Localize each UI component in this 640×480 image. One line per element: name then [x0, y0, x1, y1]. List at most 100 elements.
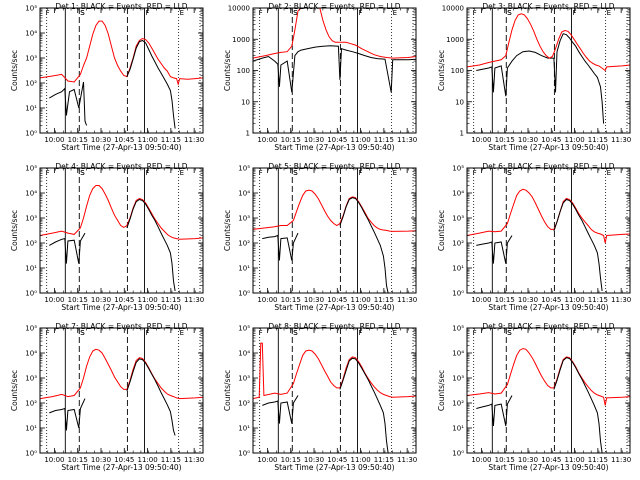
marker-letter: E — [393, 329, 397, 337]
x-tick-label: 10:15 — [495, 456, 515, 464]
x-tick-label: 10:15 — [281, 136, 301, 144]
x-tick-label: 11:00 — [564, 456, 584, 464]
x-tick-label: 11:15 — [374, 296, 394, 304]
plot-frame — [252, 327, 417, 454]
panel-det-5: FSSFE10⁰10¹10²10³10⁴10⁵10:0010:1510:3010… — [223, 162, 417, 312]
y-tick-label: 10⁴ — [25, 350, 37, 358]
y-tick-label: 10³ — [25, 215, 37, 223]
marker-letter: S — [507, 169, 512, 177]
plot-frame — [39, 167, 204, 294]
y-axis-label: Counts/sec — [437, 210, 446, 251]
marker-letter: E — [607, 329, 611, 337]
x-axis-label: Start Time (27-Apr-13 09:50:40) — [274, 143, 394, 152]
x-axis-label: Start Time (27-Apr-13 09:50:40) — [61, 143, 181, 152]
marker-letter: F — [473, 169, 477, 177]
marker-letter: S — [80, 329, 85, 337]
series-events-line — [262, 232, 299, 261]
y-tick-label: 10³ — [25, 375, 37, 383]
x-tick-label: 10:00 — [257, 136, 277, 144]
x-axis-label: Start Time (27-Apr-13 09:50:40) — [61, 303, 181, 312]
plot-frame — [252, 167, 417, 294]
plot-frame — [466, 327, 631, 454]
x-tick-label: 11:30 — [397, 296, 417, 304]
y-axis-label: Counts/sec — [10, 210, 19, 251]
series-events-line — [476, 395, 513, 427]
y-axis-label: Counts/sec — [10, 370, 19, 411]
x-tick-label: 11:30 — [611, 456, 631, 464]
panel-title: Det 4: BLACK = Events, RED = LLD — [55, 162, 187, 171]
marker-letter: F — [46, 329, 50, 337]
y-tick-label: 10³ — [238, 215, 250, 223]
y-tick-label: 10¹ — [452, 425, 464, 433]
y-tick-label: 10² — [25, 400, 37, 408]
panel-title: Det 3: BLACK = Events, RED = LLD — [482, 2, 614, 11]
panel-det-3: FSSFE11010010001000010:0010:1510:3010:45… — [437, 2, 631, 152]
y-tick-label: 10 — [455, 98, 464, 106]
series-events-line — [553, 357, 603, 453]
series-events-line — [476, 33, 605, 124]
series-events-line — [49, 232, 86, 264]
x-tick-label: 11:15 — [374, 136, 394, 144]
series-events-line — [339, 197, 389, 293]
panel-title: Det 1: BLACK = Events, RED = LLD — [55, 2, 187, 11]
y-tick-label: 10¹ — [238, 425, 250, 433]
y-tick-label: 10² — [238, 240, 250, 248]
y-tick-label: 10¹ — [25, 425, 37, 433]
series-events-line — [126, 358, 176, 436]
x-tick-label: 10:45 — [327, 456, 347, 464]
x-tick-label: 11:30 — [397, 456, 417, 464]
marker-letter: S — [80, 169, 85, 177]
x-tick-label: 11:15 — [588, 296, 608, 304]
x-axis-label: Start Time (27-Apr-13 09:50:40) — [274, 463, 394, 472]
panel-det-8: FSSFE10⁰10¹10²10³10⁴10⁵10:0010:1510:3010… — [223, 322, 417, 472]
x-tick-label: 10:45 — [114, 136, 134, 144]
series-lld-line — [40, 348, 203, 400]
series-events-line — [126, 198, 176, 292]
x-tick-label: 10:15 — [495, 296, 515, 304]
y-tick-label: 10² — [25, 240, 37, 248]
x-tick-label: 10:00 — [44, 456, 64, 464]
x-tick-label: 11:00 — [564, 136, 584, 144]
x-tick-label: 10:00 — [471, 296, 491, 304]
x-tick-label: 11:30 — [611, 296, 631, 304]
y-tick-label: 1000 — [446, 36, 464, 44]
x-tick-label: 10:15 — [281, 456, 301, 464]
marker-letter: E — [180, 9, 184, 17]
y-tick-label: 10⁵ — [25, 325, 37, 333]
y-axis-label: Counts/sec — [223, 370, 232, 411]
x-tick-label: 10:30 — [518, 136, 538, 144]
x-tick-label: 10:45 — [327, 136, 347, 144]
series-lld-line — [253, 342, 416, 400]
y-tick-label: 10⁴ — [25, 190, 37, 198]
panel-det-1: FSSFE10⁰10¹10²10³10⁴10⁵10:0010:1510:3010… — [10, 2, 204, 152]
panel-det-2: FSSFE11010010001000010:0010:1510:3010:45… — [223, 2, 417, 152]
x-tick-label: 10:15 — [495, 136, 515, 144]
marker-letter: S — [293, 169, 298, 177]
y-tick-label: 10⁴ — [452, 190, 464, 198]
x-tick-label: 10:30 — [304, 136, 324, 144]
y-axis-label: Counts/sec — [437, 370, 446, 411]
y-tick-label: 10⁰ — [238, 450, 250, 458]
x-tick-label: 10:00 — [257, 456, 277, 464]
marker-letter: S — [507, 329, 512, 337]
series-lld-line — [253, 8, 416, 59]
marker-letter: S — [507, 329, 512, 337]
y-tick-label: 10⁴ — [25, 30, 37, 38]
x-tick-label: 10:00 — [471, 136, 491, 144]
y-tick-label: 10² — [452, 400, 464, 408]
y-tick-label: 10⁵ — [25, 165, 37, 173]
y-tick-label: 10⁴ — [452, 350, 464, 358]
y-tick-label: 10⁵ — [452, 325, 464, 333]
y-tick-label: 10² — [452, 240, 464, 248]
x-axis-label: Start Time (27-Apr-13 09:50:40) — [61, 463, 181, 472]
marker-letter: E — [607, 169, 611, 177]
series-lld-line — [467, 13, 630, 72]
panel-det-4: FSSFE10⁰10¹10²10³10⁴10⁵10:0010:1510:3010… — [10, 162, 204, 312]
marker-letter: E — [180, 169, 184, 177]
y-tick-label: 10³ — [452, 375, 464, 383]
x-tick-label: 10:30 — [304, 296, 324, 304]
marker-letter: S — [293, 329, 298, 337]
x-tick-label: 11:00 — [350, 296, 370, 304]
y-tick-label: 10⁰ — [238, 290, 250, 298]
x-tick-label: 10:45 — [114, 296, 134, 304]
